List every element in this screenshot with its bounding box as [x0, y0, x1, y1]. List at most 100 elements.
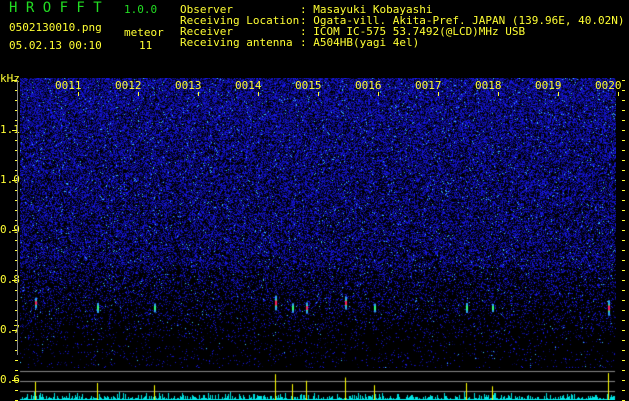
- y-tick: [15, 160, 18, 161]
- time-tick: [138, 92, 139, 96]
- y-tick: [12, 180, 18, 181]
- axis-unit: kHz: [0, 72, 20, 85]
- y-tick: [15, 110, 18, 111]
- time-tick-label: 0013: [175, 79, 202, 92]
- info-value: : A504HB(yagi 4el): [300, 36, 420, 49]
- y-tick-right: [622, 160, 625, 161]
- info-label: Receiving Location: [180, 14, 300, 27]
- time-tick: [558, 92, 559, 96]
- info-label: Receiver: [180, 25, 233, 38]
- time-tick-label: 0011: [55, 79, 82, 92]
- y-tick: [15, 120, 18, 121]
- file-name: 0502130010.png: [9, 21, 102, 34]
- time-tick-label: 0020: [595, 79, 622, 92]
- time-tick: [618, 92, 619, 96]
- y-tick-right: [622, 330, 625, 331]
- y-tick-right: [622, 270, 625, 271]
- y-tick: [15, 350, 18, 351]
- time-tick: [198, 92, 199, 96]
- app-version: 1.0.0: [124, 3, 158, 16]
- file-datetime: 05.02.13 00:10: [9, 39, 102, 52]
- y-tick-right: [622, 200, 625, 201]
- y-tick-label: 0.6: [0, 373, 20, 386]
- app-title: H R O F F T: [9, 0, 102, 16]
- y-tick-right: [622, 220, 625, 221]
- y-tick: [15, 190, 18, 191]
- info-label: Observer: [180, 3, 233, 16]
- time-tick-label: 0012: [115, 79, 142, 92]
- time-tick-label: 0015: [295, 79, 322, 92]
- y-tick-right: [622, 90, 625, 91]
- time-tick-label: 0018: [475, 79, 502, 92]
- y-tick-right: [622, 170, 625, 171]
- meteor-count: 11: [139, 39, 153, 52]
- time-tick-label: 0016: [355, 79, 382, 92]
- time-tick: [438, 92, 439, 96]
- y-tick: [15, 100, 18, 101]
- y-tick-right: [622, 240, 625, 241]
- y-tick-right: [622, 210, 625, 211]
- time-tick: [378, 92, 379, 96]
- y-tick: [15, 170, 18, 171]
- meteor-label: meteor: [124, 26, 164, 39]
- y-tick-right: [622, 80, 625, 81]
- y-tick: [15, 370, 18, 371]
- time-tick: [258, 92, 259, 96]
- y-tick: [15, 240, 18, 241]
- y-tick-right: [622, 120, 625, 121]
- y-tick-label: 0.9: [0, 223, 20, 236]
- info-value: : Ogata-vill. Akita-Pref. JAPAN (139.96E…: [300, 14, 625, 27]
- y-tick: [15, 150, 18, 151]
- y-tick-right: [622, 380, 625, 381]
- y-tick-right: [622, 130, 625, 131]
- y-tick: [12, 280, 18, 281]
- y-tick-label: 0.8: [0, 273, 20, 286]
- y-tick: [12, 230, 18, 231]
- y-tick-right: [622, 350, 625, 351]
- y-tick-right: [622, 230, 625, 231]
- time-tick: [498, 92, 499, 96]
- y-tick: [15, 310, 18, 311]
- y-tick: [12, 380, 18, 381]
- spectrogram: [20, 78, 616, 368]
- y-tick: [15, 200, 18, 201]
- time-tick-label: 0017: [415, 79, 442, 92]
- time-tick: [78, 92, 79, 96]
- y-tick-right: [622, 290, 625, 291]
- y-tick-right: [622, 390, 625, 391]
- y-tick-right: [622, 310, 625, 311]
- y-tick: [15, 210, 18, 211]
- y-tick-right: [622, 340, 625, 341]
- y-tick: [15, 290, 18, 291]
- y-tick-right: [622, 360, 625, 361]
- info-label: Receiving antenna: [180, 36, 293, 49]
- y-tick-right: [622, 100, 625, 101]
- y-tick-right: [622, 320, 625, 321]
- y-tick: [15, 300, 18, 301]
- y-tick-right: [622, 190, 625, 191]
- y-tick-right: [622, 250, 625, 251]
- y-tick-right: [622, 260, 625, 261]
- y-tick: [15, 90, 18, 91]
- y-tick-right: [622, 140, 625, 141]
- y-tick-right: [622, 110, 625, 111]
- y-tick: [15, 140, 18, 141]
- y-tick: [15, 250, 18, 251]
- time-tick-label: 0019: [535, 79, 562, 92]
- time-tick: [318, 92, 319, 96]
- y-tick: [15, 260, 18, 261]
- y-tick-label: 0.7: [0, 323, 20, 336]
- y-tick: [12, 80, 18, 81]
- y-tick-label: 1.1: [0, 123, 20, 136]
- y-tick: [15, 360, 18, 361]
- y-tick-label: 1.0: [0, 173, 20, 186]
- info-value: : Masayuki Kobayashi: [300, 3, 433, 16]
- y-tick: [15, 220, 18, 221]
- y-tick-right: [622, 370, 625, 371]
- y-tick: [15, 390, 18, 391]
- y-tick: [12, 330, 18, 331]
- y-tick: [12, 130, 18, 131]
- y-tick: [15, 270, 18, 271]
- y-tick-right: [622, 180, 625, 181]
- y-tick: [15, 340, 18, 341]
